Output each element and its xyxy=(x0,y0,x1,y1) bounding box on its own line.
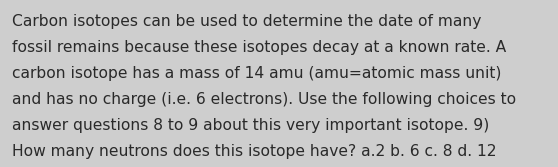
Text: fossil remains because these isotopes decay at a known rate. A: fossil remains because these isotopes de… xyxy=(12,40,507,55)
Text: answer questions 8 to 9 about this very important isotope. 9): answer questions 8 to 9 about this very … xyxy=(12,118,489,133)
Text: and has no charge (i.e. 6 electrons). Use the following choices to: and has no charge (i.e. 6 electrons). Us… xyxy=(12,92,516,107)
Text: Carbon isotopes can be used to determine the date of many: Carbon isotopes can be used to determine… xyxy=(12,14,482,29)
Text: How many neutrons does this isotope have? a.2 b. 6 c. 8 d. 12: How many neutrons does this isotope have… xyxy=(12,144,497,159)
Text: carbon isotope has a mass of 14 amu (amu=atomic mass unit): carbon isotope has a mass of 14 amu (amu… xyxy=(12,66,502,81)
